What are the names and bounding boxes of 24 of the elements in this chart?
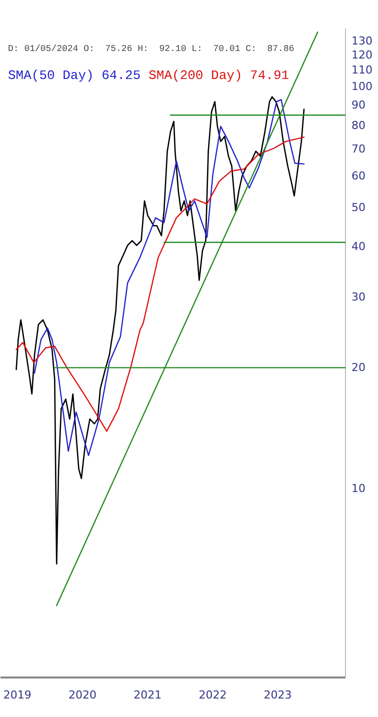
y-tick-label: 60 (352, 169, 366, 182)
text: SMA(200 Day) 74.91 (148, 68, 290, 83)
x-tick-label: 2023 (264, 688, 292, 702)
line-series (16, 136, 305, 432)
y-tick-label: 70 (352, 142, 366, 156)
y-tick-label: 110 (352, 64, 372, 77)
y-tick-label: 10 (352, 482, 366, 496)
y-tick-label: 30 (352, 290, 366, 304)
y-tick-label: 100 (352, 80, 372, 94)
y-tick-label: 40 (352, 240, 366, 254)
y-tick-label: 50 (352, 201, 366, 214)
y-tick-label: 20 (352, 361, 366, 374)
x-tick-label: 2021 (134, 688, 162, 702)
y-tick-label: 90 (352, 98, 366, 112)
y-tick-label: 130 (352, 34, 372, 48)
text: SMA(50 Day) 64.25 (8, 68, 141, 83)
text: D: 01/05/2024 O: 75.26 H: 92.10 L: 70.01 C: 87.86 (8, 44, 296, 54)
y-tick-label: 80 (352, 119, 366, 132)
x-tick-label: 2022 (198, 688, 227, 702)
line-series (34, 98, 305, 456)
y-tick-label: 120 (352, 48, 372, 62)
x-tick-label: 2020 (68, 688, 97, 702)
x-tick-label: 2019 (3, 688, 32, 702)
line-series (16, 96, 305, 565)
